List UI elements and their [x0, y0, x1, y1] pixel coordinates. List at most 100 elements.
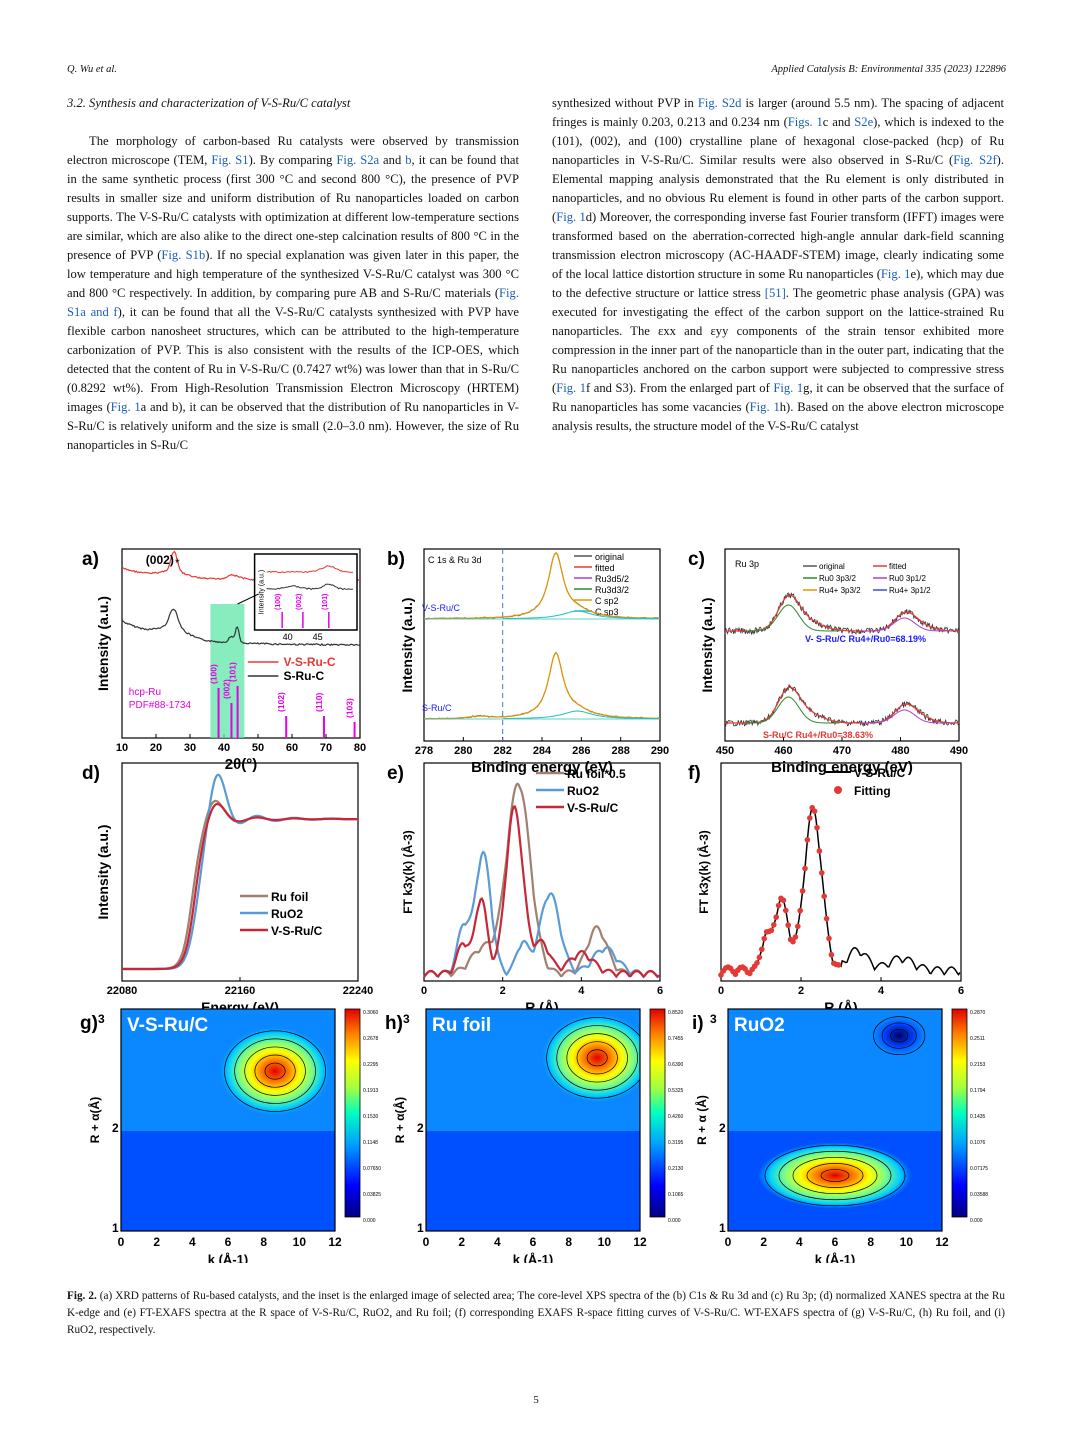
reference-link[interactable]: Fig. 1	[556, 210, 586, 224]
y-tick-label: 1	[719, 1221, 726, 1235]
panel-a: a) Intensity (a.u.) 10 20 30 40 50 60 70 80 2θ(°) (…	[82, 548, 366, 773]
x-tick-label: 0	[725, 1235, 732, 1249]
x-tick-label: 490	[950, 745, 968, 757]
x-tick-label: 4	[878, 985, 885, 997]
reference-link[interactable]: S2e	[854, 115, 874, 129]
colorbar-tick-label: 0.2130	[668, 1166, 684, 1172]
fitting-point	[807, 815, 813, 821]
legend-label: C sp3	[595, 607, 619, 617]
y-tick-label: 2	[112, 1121, 119, 1135]
reference-link[interactable]: [51]	[764, 286, 786, 300]
colorbar-tick-label: 0.1913	[363, 1088, 379, 1094]
plot-frame	[121, 762, 359, 982]
x-tick-label: 450	[716, 745, 734, 757]
xps-fitted	[725, 594, 959, 632]
fitting-point	[773, 914, 779, 920]
body-text: c and	[822, 115, 855, 129]
fitting-point	[804, 836, 811, 843]
y-axis-label: Intensity (a.u.)	[95, 596, 111, 691]
body-text: ). If no special explanation was given l…	[67, 248, 519, 300]
ft-exafs-line	[423, 805, 660, 979]
fitting-point	[780, 897, 787, 904]
xps-component	[745, 696, 840, 724]
colorbar-tick-label: 0.07650	[363, 1166, 381, 1172]
fitting-point	[814, 824, 820, 831]
colorbar-tick-label: 0.000	[363, 1218, 376, 1224]
reference-link[interactable]: Figs. 1	[787, 115, 823, 129]
right-column-paragraph: synthesized without PVP in Fig. S2d is l…	[552, 94, 1004, 436]
wt-title: Ru foil	[432, 1015, 491, 1036]
wt-contour	[873, 1016, 926, 1056]
reference-link[interactable]: Fig. 1	[110, 400, 141, 414]
panel-i: i) 3 RuO2 R + α (Å) 2 10 2 4 6 8 10 12 k (Å-1) 0.2870…	[692, 1008, 988, 1263]
reference-link[interactable]: Fig. S2f	[953, 153, 997, 167]
colorbar-tick-label: 0.1065	[668, 1192, 684, 1198]
left-column-paragraph: The morphology of carbon-based Ru cataly…	[67, 132, 519, 455]
x-tick-label: 6	[530, 1235, 537, 1249]
reference-link[interactable]: Fig. S1	[211, 153, 249, 167]
fitting-point	[756, 954, 763, 961]
x-tick-label: 2	[500, 985, 506, 997]
inset-line-black	[266, 583, 354, 591]
fitting-point	[826, 935, 832, 942]
body-text: ). By comparing	[248, 153, 337, 167]
xps-component	[502, 610, 658, 620]
x-tick-label: 22080	[107, 985, 138, 997]
panel-d: d)Intensity (a.u.)22080 22160 22240Energy …	[82, 762, 374, 1015]
left-column: 3.2. Synthesis and characterization of V…	[67, 94, 519, 455]
highlight-region	[210, 604, 245, 738]
legend-label: Ru foil	[271, 890, 308, 904]
reference-link[interactable]: Fig. S2d	[697, 96, 742, 110]
y-axis-label: FT k3χ(k) (Å-3)	[696, 830, 711, 914]
fitting-point	[775, 902, 782, 909]
plot-frame	[120, 1008, 336, 1232]
x-tick-label: 0	[718, 985, 724, 997]
legend-label: Ru4+ 3p3/2	[819, 586, 861, 595]
fitting-point	[802, 865, 808, 872]
x-tick-label: 22240	[343, 985, 374, 997]
x-axis-label: k (Å-1)	[208, 1252, 248, 1263]
inset-peak-label: (002)	[296, 594, 303, 610]
x-tick-label: 0	[423, 1235, 430, 1249]
colorbar-tick-label: 0.1076	[970, 1140, 986, 1146]
body-text: g, it can be observed that the surface o…	[552, 381, 1004, 414]
x-tick-label: 470	[833, 745, 851, 757]
xps-component	[860, 709, 954, 724]
reference-link[interactable]: b	[405, 153, 412, 167]
x-tick-label: 70	[320, 742, 332, 754]
legend-label: RuO2	[271, 907, 303, 921]
wt-map	[121, 1009, 335, 1132]
reference-link[interactable]: Fig. S2a	[336, 153, 380, 167]
reference-link[interactable]: Fig. 1	[749, 400, 780, 414]
fitting-point	[783, 907, 789, 914]
plot-frame	[727, 1008, 943, 1232]
panel-label: d)	[82, 763, 100, 784]
x-tick-label: 80	[354, 742, 366, 754]
xps-fitted	[424, 651, 660, 720]
colorbar-tick-label: 0.1148	[363, 1140, 378, 1146]
body-text: e), which may due to the defective struc…	[552, 267, 1004, 300]
colorbar-tick-label: 0.2295	[363, 1062, 379, 1068]
wt-hotspot	[541, 1013, 640, 1103]
fitting-point	[816, 848, 823, 854]
caption-text: (a) XRD patterns of Ru-based catalysts, …	[67, 1290, 1005, 1336]
running-header-journal: Applied Catalysis B: Environmental 335 (…	[771, 64, 1006, 75]
fitting-point	[835, 962, 842, 968]
reference-link[interactable]: Fig. S1b	[161, 248, 206, 262]
ref-label: hcp-Ru	[129, 687, 161, 698]
xps-component	[745, 604, 840, 632]
panel-label: e)	[387, 763, 404, 784]
inset-peak-label: (101)	[322, 594, 329, 610]
reference-link[interactable]: Fig. 1	[556, 381, 587, 395]
wt-contour	[254, 1054, 296, 1088]
wt-contour	[778, 1150, 892, 1201]
wt-title: V-S-Ru/C	[127, 1015, 209, 1036]
wt-hotspot	[757, 1142, 913, 1209]
reference-link[interactable]: Fig. 1	[880, 267, 911, 281]
y-axis-label: R + α(Å)	[392, 1097, 407, 1143]
panel-title: Ru 3p	[735, 559, 759, 569]
inset-pointer	[237, 593, 259, 605]
x-tick-label: 6	[958, 985, 964, 997]
reference-link[interactable]: Fig. S1a and f	[67, 286, 519, 319]
reference-link[interactable]: Fig. 1	[773, 381, 804, 395]
